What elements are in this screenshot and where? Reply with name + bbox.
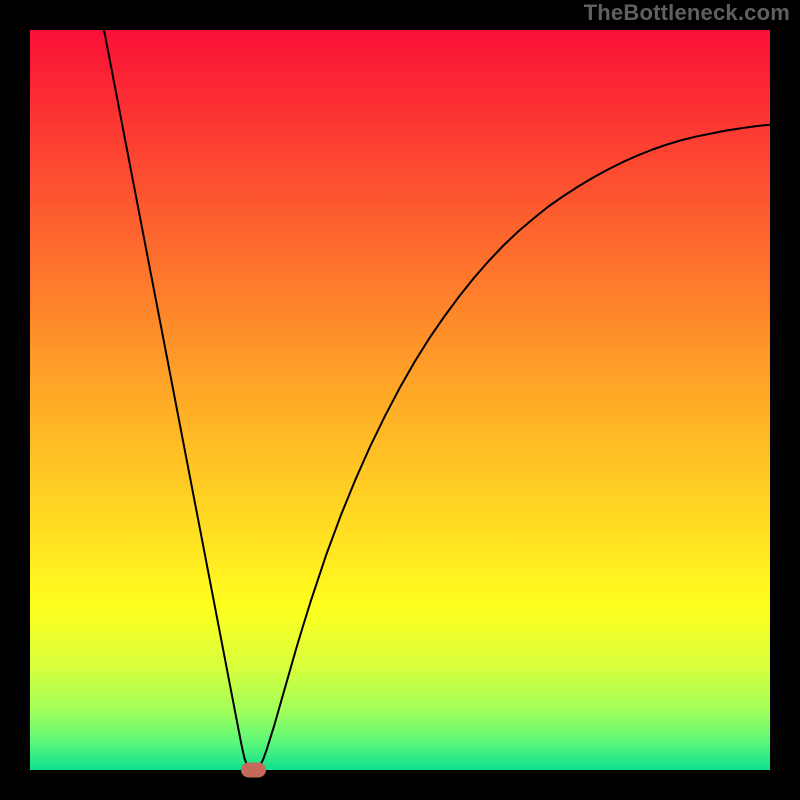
gradient-background [30,30,770,770]
minimum-marker [241,763,265,777]
bottleneck-curve-chart [0,0,800,800]
chart-frame: TheBottleneck.com [0,0,800,800]
attribution-label: TheBottleneck.com [584,0,790,26]
